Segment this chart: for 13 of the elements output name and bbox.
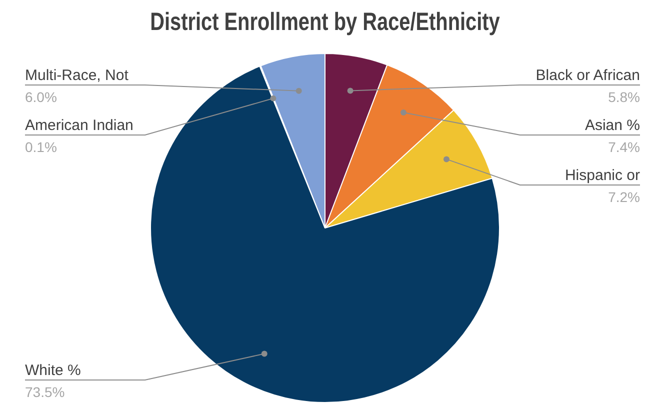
data-label: 7.2% — [608, 189, 640, 205]
data-label: 0.1% — [25, 139, 57, 155]
data-label: 6.0% — [25, 89, 57, 105]
slice-label: American Indian — [25, 117, 134, 134]
data-label: 73.5% — [25, 384, 65, 400]
slice-label: Black or African — [536, 67, 640, 84]
slice-label: White % — [25, 362, 81, 379]
slice-label: Multi-Race, Not — [25, 67, 130, 84]
slice-label: Hispanic or — [564, 167, 640, 184]
chart-title: District Enrollment by Race/Ethnicity — [150, 8, 500, 36]
data-label: 7.4% — [608, 139, 640, 155]
slice-label: Asian % — [584, 117, 640, 134]
data-label: 5.8% — [608, 89, 640, 105]
